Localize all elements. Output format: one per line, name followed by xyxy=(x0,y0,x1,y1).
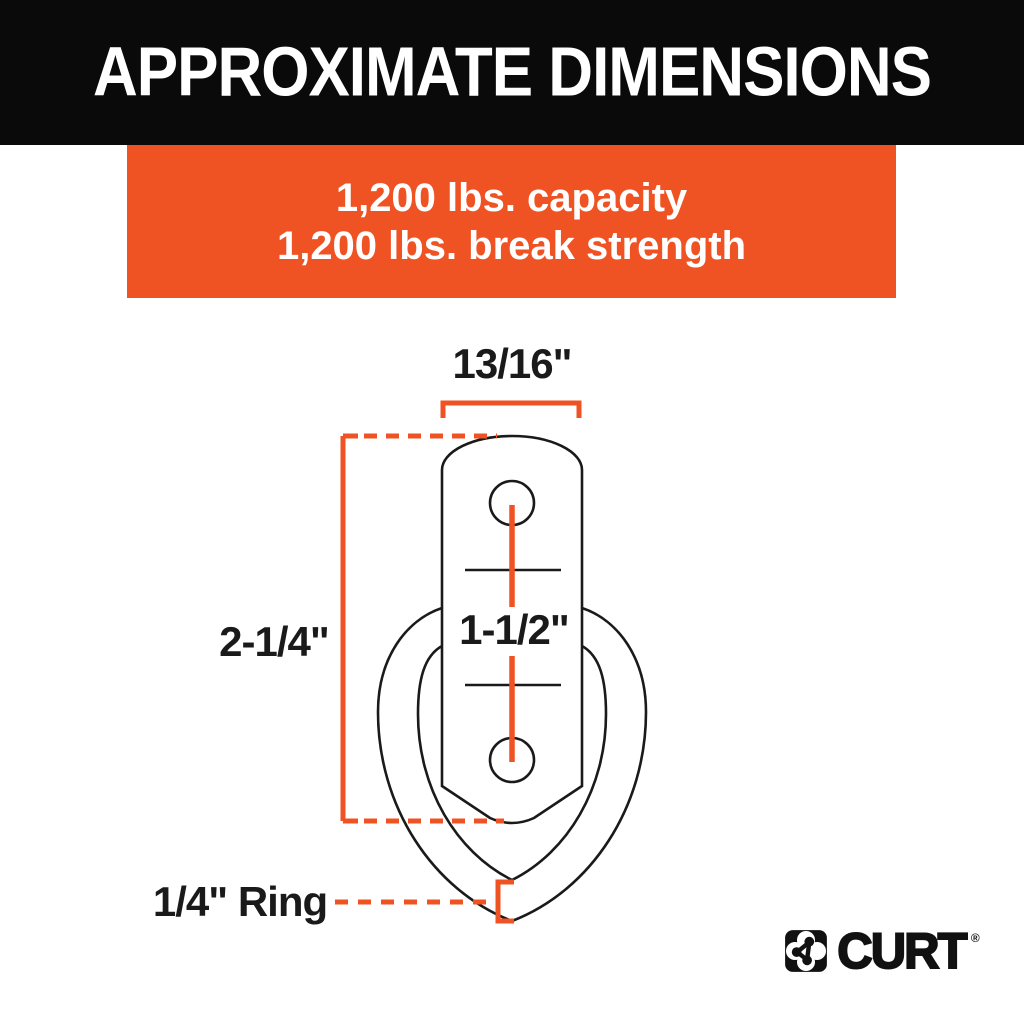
brand-wordmark: CURT xyxy=(836,923,968,979)
ring-thickness-label: 1/4" Ring xyxy=(152,878,328,925)
registered-trademark-symbol: ® xyxy=(970,931,980,945)
break-strength-text: 1,200 lbs. break strength xyxy=(276,223,747,268)
ring-thickness-bracket xyxy=(495,879,514,924)
page-title: APPROXIMATE DIMENSIONS xyxy=(92,33,932,112)
width-dimension-bracket xyxy=(440,400,582,418)
width-dimension-label: 13/16" xyxy=(452,340,572,387)
hole-spacing-label: 1-1/2" xyxy=(459,606,570,653)
header-bar: APPROXIMATE DIMENSIONS xyxy=(0,0,1024,145)
plate-outline xyxy=(440,434,584,825)
curt-clover-icon xyxy=(785,930,827,972)
capacity-text: 1,200 lbs. capacity xyxy=(335,175,688,220)
height-dimension-label: 2-1/4" xyxy=(219,618,330,665)
spec-banner: 1,200 lbs. capacity 1,200 lbs. break str… xyxy=(127,145,896,298)
brand-lockup: CURT ® xyxy=(784,923,980,979)
